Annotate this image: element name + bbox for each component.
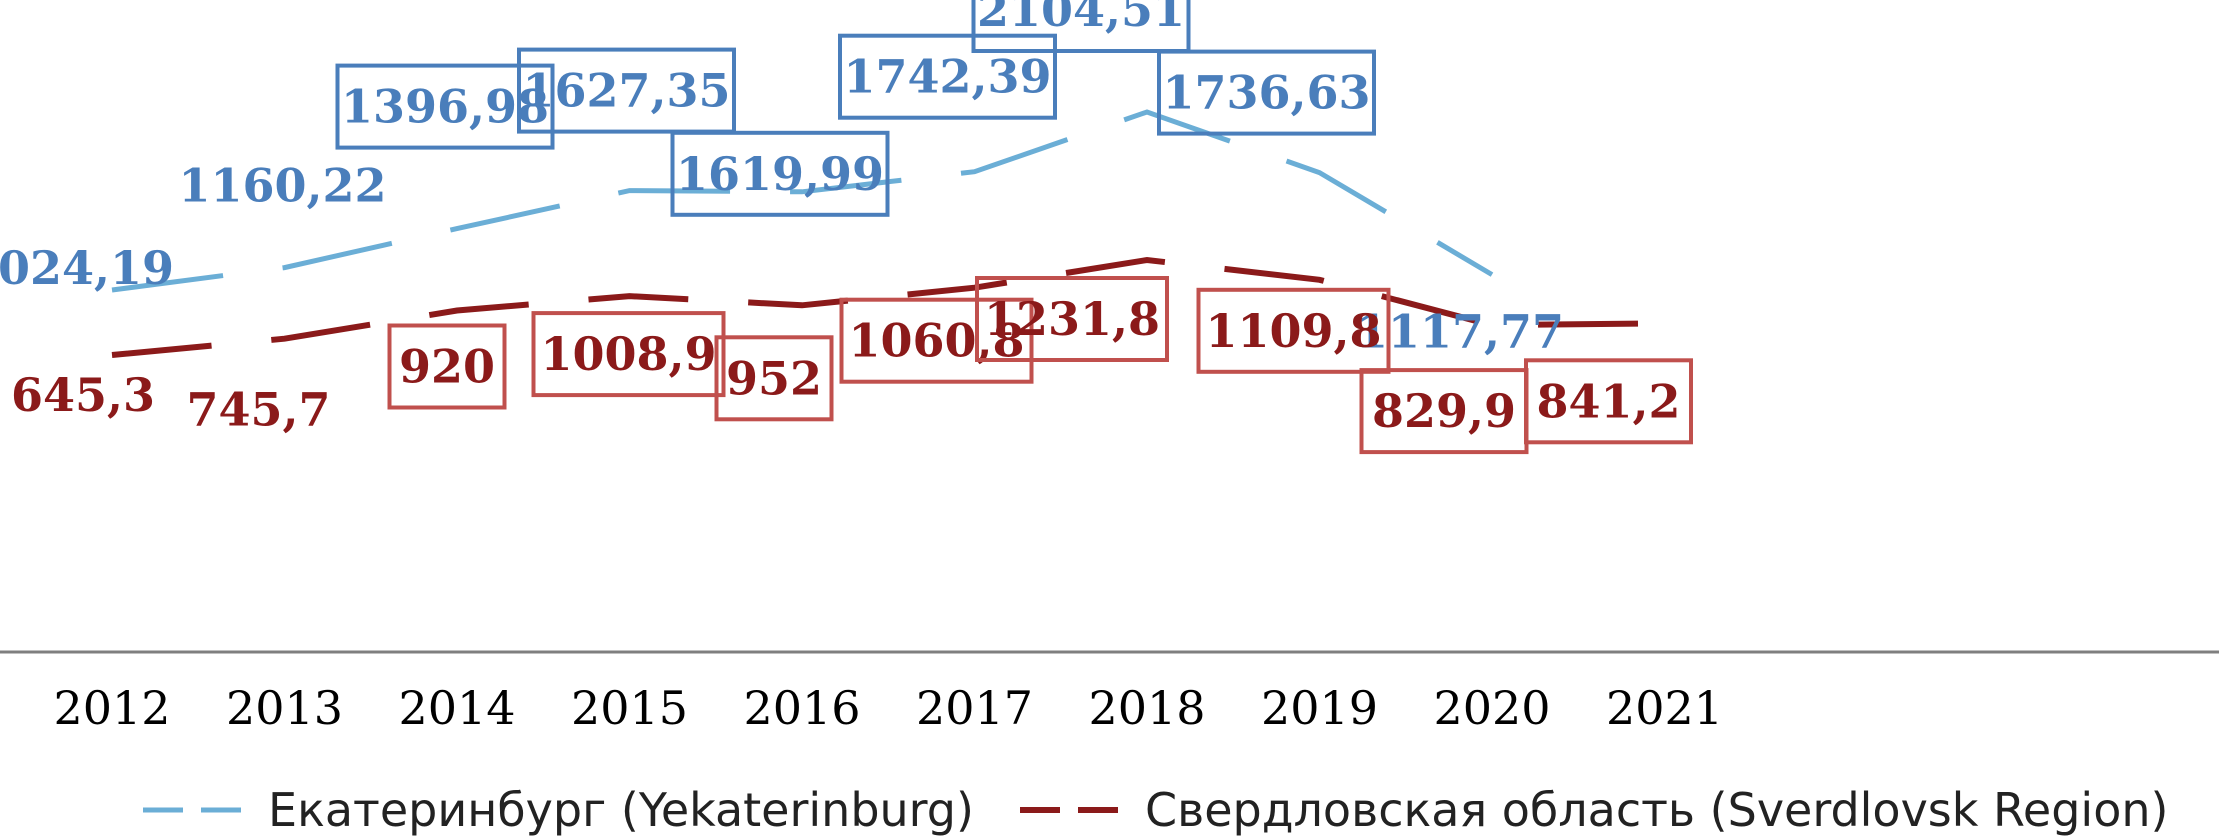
x-tick-2018: 2018 bbox=[1088, 681, 1205, 735]
label-box-s1-2017 bbox=[838, 33, 1057, 120]
series-line-2 bbox=[111, 256, 1665, 358]
label-box-s2-2015 bbox=[531, 311, 726, 398]
label-box-s2-2016 bbox=[714, 335, 834, 422]
data-label-s1-2015: 1627,35 bbox=[522, 64, 730, 118]
label-box-s1-2015 bbox=[517, 47, 736, 134]
x-axis-ticks: 2012 2013 2014 2015 2016 2017 2018 2019 2020 2021 bbox=[53, 681, 1723, 735]
label-box-s2-2018 bbox=[975, 276, 1169, 362]
legend-label-1: Екатеринбург (Yekaterinburg) bbox=[268, 783, 974, 837]
label-box-s1-2018 bbox=[971, 0, 1191, 53]
data-label-s2-2015: 1008,9 bbox=[540, 327, 716, 381]
x-tick-2013: 2013 bbox=[226, 681, 343, 735]
label-box-s2-2019 bbox=[1196, 287, 1391, 374]
label-box-s1-2019 bbox=[1157, 49, 1376, 136]
data-label-s1-2019: 1736,63 bbox=[1162, 66, 1370, 120]
data-label-s2-2012: 645,3 bbox=[11, 368, 155, 422]
legend-label-2: Свердловская область (Sverdlovsk Region) bbox=[1145, 783, 2168, 837]
data-label-s1-2017: 1742,39 bbox=[843, 50, 1051, 104]
label-box-s1-2014 bbox=[335, 63, 555, 150]
x-tick-2021: 2021 bbox=[1606, 681, 1723, 735]
label-box-s2-2014 bbox=[387, 323, 507, 410]
series-line-1 bbox=[111, 109, 1494, 293]
x-tick-2015: 2015 bbox=[571, 681, 688, 735]
label-box-s2-2017 bbox=[839, 297, 1034, 384]
data-label-s1-2016: 1619,99 bbox=[676, 147, 884, 201]
label-box-s2-2021 bbox=[1524, 358, 1693, 445]
x-tick-2014: 2014 bbox=[398, 681, 515, 735]
x-tick-2016: 2016 bbox=[743, 681, 860, 735]
data-label-s1-2012: 1024,19 bbox=[0, 241, 174, 295]
series-lines bbox=[111, 109, 1665, 358]
legend: Екатеринбург (Yekaterinburg) Свердловская… bbox=[143, 783, 2168, 837]
data-label-s1-2013: 1160,22 bbox=[178, 159, 386, 213]
x-tick-2012: 2012 bbox=[53, 681, 170, 735]
x-tick-2017: 2017 bbox=[916, 681, 1033, 735]
x-tick-2019: 2019 bbox=[1261, 681, 1378, 735]
data-label-s2-2013: 745,7 bbox=[186, 383, 330, 437]
data-label-s2-2018: 1231,8 bbox=[984, 292, 1160, 346]
label-box-s1-2016 bbox=[670, 130, 890, 217]
x-tick-2020: 2020 bbox=[1433, 681, 1550, 735]
data-label-s1-2014: 1396,98 bbox=[341, 80, 549, 134]
data-label-s2-2014: 920 bbox=[399, 340, 495, 394]
data-label-s2-2019: 1109,8 bbox=[1205, 304, 1381, 358]
data-label-s1-2018: 2104,51 bbox=[977, 0, 1185, 37]
data-label-s2-2021: 841,2 bbox=[1536, 374, 1680, 428]
data-label-s2-2020: 829,9 bbox=[1372, 384, 1516, 438]
data-label-s2-2016: 952 bbox=[726, 351, 822, 405]
data-label-s1-2020: 1117,77 bbox=[1356, 305, 1564, 359]
